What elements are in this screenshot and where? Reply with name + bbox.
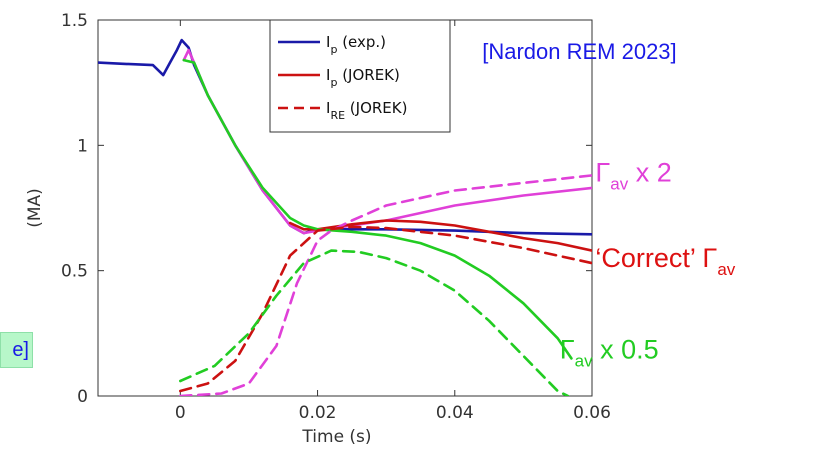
series-line-4 bbox=[179, 174, 592, 396]
x-tick-label: 0 bbox=[175, 403, 186, 423]
annotation-3: Γav x 0.5 bbox=[560, 334, 659, 370]
y-axis-title: (MA) bbox=[25, 188, 45, 228]
series-line-2 bbox=[288, 219, 592, 252]
legend-label-0: Ip (exp.) bbox=[326, 33, 386, 56]
series-layer bbox=[98, 38, 592, 396]
plot-axes: 0 0.02 0.04 0.06 0 0.5 1 1.5 Time (s) (MA) bbox=[25, 11, 611, 447]
series-line-6 bbox=[179, 249, 570, 396]
y-tick-label: 0.5 bbox=[61, 262, 88, 282]
clipped-reference-note: e] bbox=[0, 332, 33, 368]
y-tick-label: 0 bbox=[77, 387, 88, 407]
y-tick-label: 1.5 bbox=[61, 11, 88, 31]
x-axis-title: Time (s) bbox=[301, 427, 371, 447]
series-line-3 bbox=[182, 58, 573, 360]
legend: Ip (exp.) Ip (JOREK) IRE (JOREK) bbox=[269, 19, 451, 133]
x-tick-label: 0.04 bbox=[436, 403, 474, 423]
y-tick-label: 1 bbox=[77, 136, 88, 156]
legend-label-2: IRE (JOREK) bbox=[326, 99, 407, 122]
legend-label-1: Ip (JOREK) bbox=[326, 66, 400, 89]
annotation-2: ‘Correct’ Γav bbox=[595, 243, 735, 279]
annotation-1: Γav x 2 bbox=[595, 158, 671, 194]
series-line-5 bbox=[179, 225, 592, 393]
annotation-0: [Nardon REM 2023] bbox=[482, 39, 676, 64]
x-tick-label: 0.02 bbox=[299, 403, 337, 423]
annotations: [Nardon REM 2023] Γav x 2 ‘Correct’ Γav Γav… bbox=[482, 39, 736, 371]
x-tick-label: 0.06 bbox=[573, 403, 611, 423]
